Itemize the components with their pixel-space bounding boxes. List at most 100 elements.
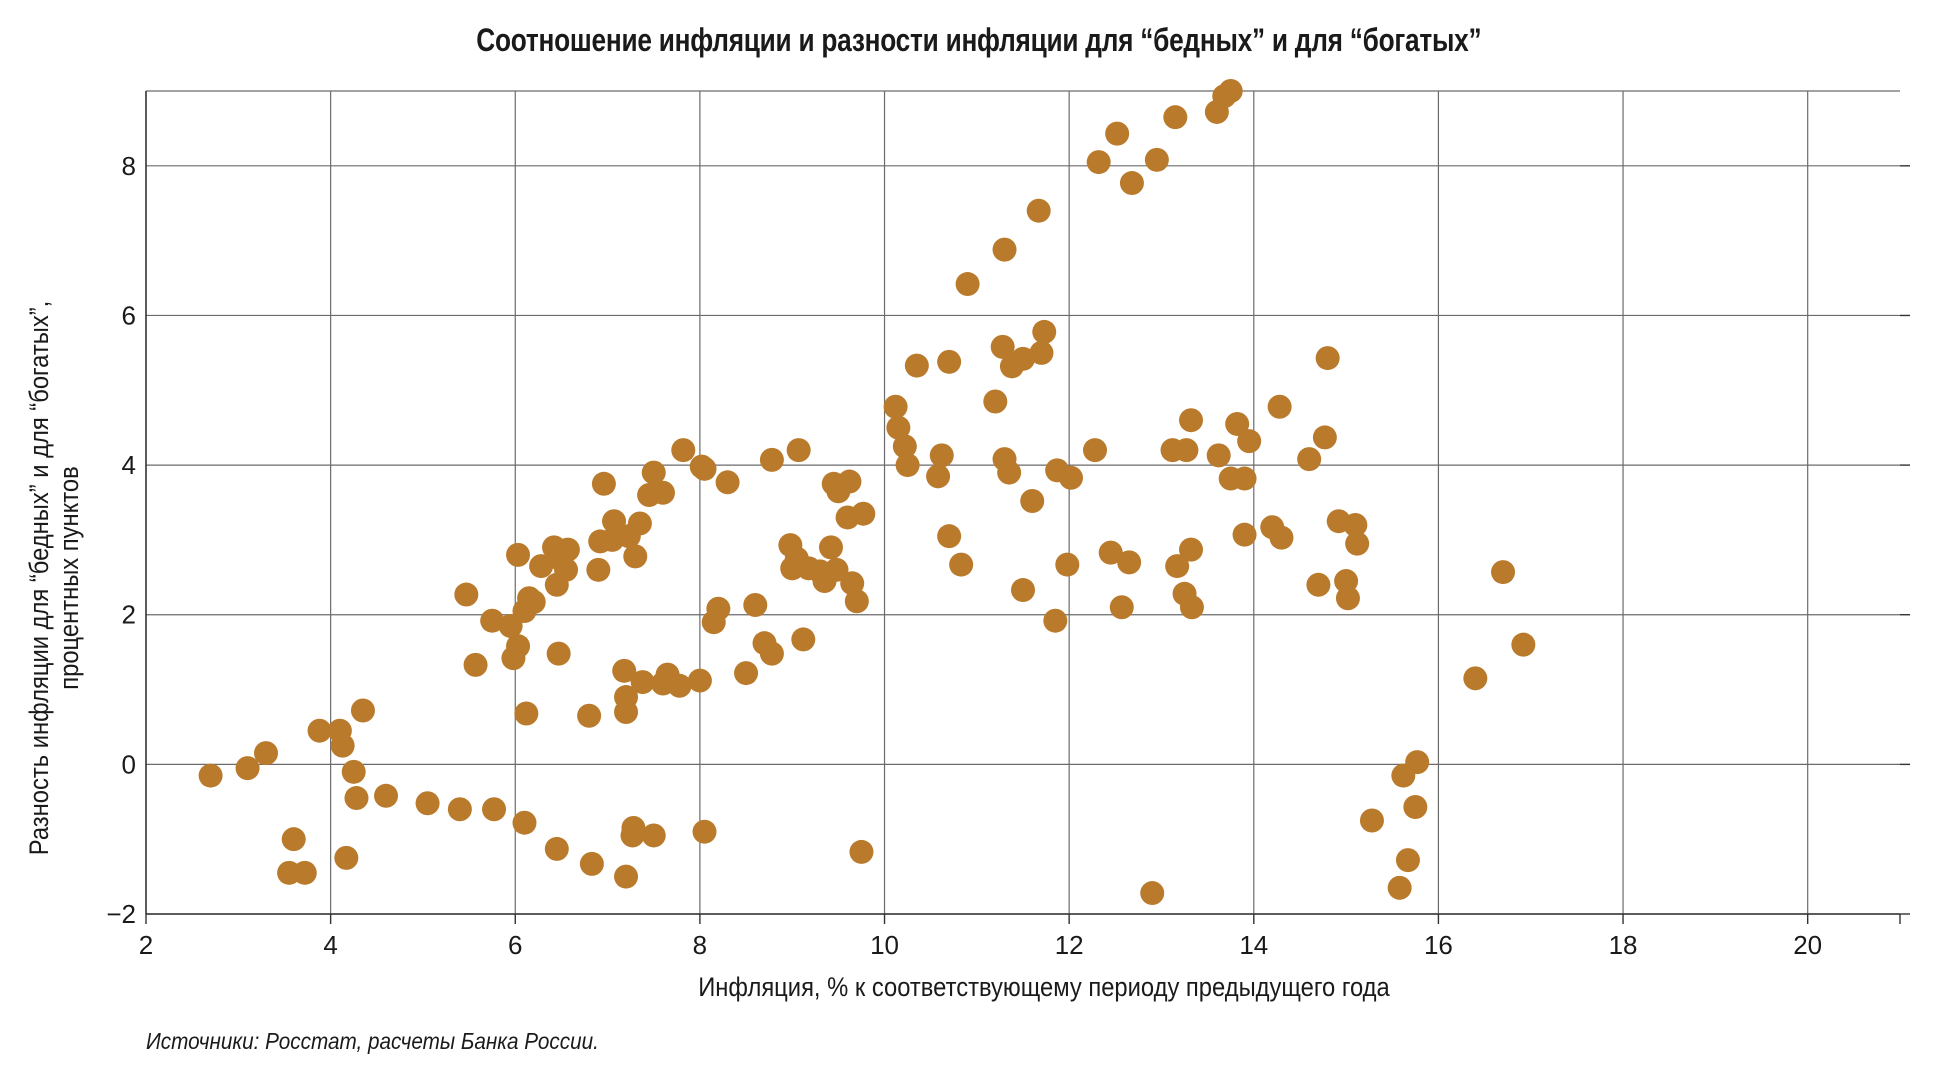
data-point: [344, 786, 369, 811]
data-point: [612, 658, 637, 683]
y-axis-title-line1: Разность инфляции для “бедных” и для “бо…: [24, 300, 54, 856]
data-point: [1179, 595, 1204, 620]
data-point: [480, 608, 505, 633]
data-point: [1117, 550, 1142, 575]
data-point: [1098, 540, 1123, 565]
data-point: [949, 552, 974, 577]
data-point: [650, 480, 675, 505]
data-point: [1179, 408, 1204, 433]
data-point: [937, 524, 962, 549]
x-tick-label: 4: [323, 930, 337, 960]
data-point: [1403, 795, 1428, 820]
data-point: [1029, 340, 1054, 365]
data-point: [514, 701, 539, 726]
data-point: [824, 557, 849, 582]
data-point: [627, 511, 652, 536]
y-tick-label: 4: [122, 450, 136, 480]
data-point: [254, 741, 279, 766]
data-point: [1225, 411, 1250, 436]
data-point: [929, 443, 954, 468]
data-point: [886, 415, 911, 440]
data-point: [1179, 537, 1204, 562]
data-point: [512, 810, 537, 835]
data-point: [1020, 489, 1045, 514]
x-tick-label: 16: [1424, 930, 1453, 960]
data-point: [983, 389, 1008, 414]
data-point: [281, 827, 306, 852]
data-point: [1165, 554, 1190, 579]
data-point: [715, 470, 740, 495]
data-point: [330, 733, 355, 758]
data-point: [849, 839, 874, 864]
data-points: [198, 79, 1536, 906]
data-point: [374, 783, 399, 808]
data-point: [1232, 466, 1257, 491]
x-tick-label: 20: [1793, 930, 1822, 960]
source-note: Источники: Росстат, расчеты Банка России…: [146, 1028, 599, 1054]
data-point: [621, 815, 646, 840]
data-point: [641, 823, 666, 848]
data-point: [926, 464, 951, 489]
data-point: [955, 272, 980, 297]
data-point: [1086, 150, 1111, 175]
data-point: [1011, 346, 1035, 371]
x-axis-title: Инфляция, % к соответствующему периоду п…: [698, 972, 1390, 1002]
data-point: [687, 668, 712, 693]
data-point: [840, 571, 865, 596]
data-point: [1011, 578, 1035, 603]
data-point: [506, 542, 531, 567]
data-point: [546, 641, 571, 666]
x-tick-label: 10: [870, 930, 899, 960]
x-tick-label: 2: [139, 930, 153, 960]
data-point: [997, 460, 1022, 485]
data-point: [759, 641, 784, 666]
data-point: [992, 237, 1017, 262]
y-tick-label: 8: [122, 151, 136, 181]
data-point: [529, 554, 554, 579]
data-point: [586, 557, 611, 582]
data-point: [895, 453, 920, 478]
chart-title: Соотношение инфляции и разности инфляции…: [476, 22, 1482, 58]
data-point: [614, 864, 639, 889]
data-point: [1218, 79, 1243, 103]
data-point: [198, 763, 223, 788]
y-tick-label: 2: [122, 600, 136, 630]
data-point: [990, 334, 1015, 359]
data-point: [591, 471, 616, 496]
data-point: [235, 756, 260, 781]
data-point: [1206, 443, 1231, 468]
data-point: [1105, 121, 1130, 146]
x-tick-label: 12: [1055, 930, 1084, 960]
x-tick-label: 8: [693, 930, 707, 960]
data-point: [706, 596, 731, 621]
y-tick-label: 6: [122, 300, 136, 330]
data-point: [415, 791, 440, 816]
data-point: [671, 438, 696, 463]
data-point: [1109, 595, 1134, 620]
data-point: [1405, 750, 1430, 775]
data-point: [1269, 525, 1294, 550]
x-tick-label: 14: [1239, 930, 1268, 960]
x-tick-label: 18: [1609, 930, 1638, 960]
data-point: [1359, 808, 1384, 833]
data-point: [786, 438, 811, 463]
data-point: [791, 627, 816, 652]
data-point: [602, 509, 627, 534]
data-point: [521, 590, 546, 615]
data-point: [1163, 105, 1188, 130]
data-point: [1059, 465, 1084, 490]
data-point: [1267, 394, 1292, 419]
data-point: [1312, 425, 1337, 450]
data-point: [1144, 147, 1169, 172]
y-axis-title-line2: процентных пунктов: [54, 466, 84, 690]
data-point: [1395, 848, 1420, 873]
data-point: [1237, 429, 1262, 454]
y-tick-label: 0: [122, 749, 136, 779]
data-point: [883, 394, 908, 419]
data-point: [1026, 198, 1051, 223]
data-point: [555, 537, 580, 562]
data-point: [1511, 632, 1536, 657]
data-point: [641, 460, 666, 485]
x-tick-label: 6: [508, 930, 522, 960]
